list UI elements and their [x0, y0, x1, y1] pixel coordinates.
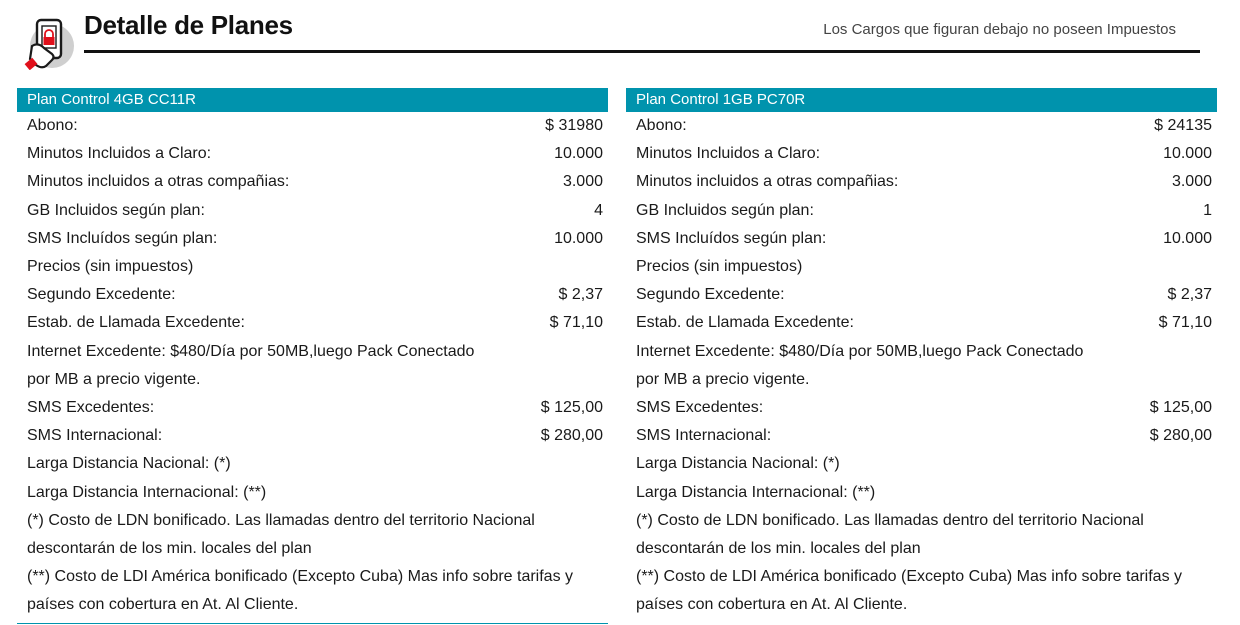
row-label: Larga Distancia Internacional: (**): [27, 483, 267, 501]
row-sms-excess: SMS Excedentes: $ 125,00: [17, 394, 608, 422]
row-ldi: Larga Distancia Internacional: (**): [17, 478, 608, 506]
row-value: 10.000: [1163, 229, 1212, 247]
row-label: Larga Distancia Nacional: (*): [636, 455, 840, 473]
row-label: Larga Distancia Nacional: (*): [27, 455, 231, 473]
phone-hand-icon: [24, 16, 76, 71]
ldn-footnote: (*) Costo de LDN bonificado. Las llamada…: [17, 507, 608, 563]
row-label: SMS Incluídos según plan:: [636, 229, 827, 247]
row-second-excess: Segundo Excedente: $ 2,37: [17, 281, 608, 309]
row-label: SMS Excedentes:: [636, 399, 764, 416]
row-prices-heading: Precios (sin impuestos): [17, 253, 608, 281]
row-gb: GB Incluidos según plan: 1: [626, 197, 1217, 225]
row-value: $ 125,00: [1149, 399, 1212, 416]
row-value: $ 71,10: [549, 314, 603, 332]
row-value: 1: [1203, 201, 1212, 219]
note-line: descontarán de los min. locales del plan: [636, 539, 921, 557]
row-label: Larga Distancia Internacional: (**): [636, 483, 876, 501]
note-line: Internet Excedente: $480/Día por 50MB,lu…: [27, 342, 475, 360]
row-value: $ 280,00: [1149, 427, 1212, 445]
row-value: 10.000: [554, 145, 603, 163]
row-value: $ 2,37: [1167, 286, 1212, 304]
row-label: GB Incluidos según plan:: [636, 201, 814, 219]
row-value: 3.000: [562, 173, 603, 191]
bottom-divider: [17, 623, 608, 624]
row-value: $ 125,00: [540, 399, 603, 416]
row-label: Minutos incluidos a otras compañias:: [27, 173, 290, 191]
row-label: GB Incluidos según plan:: [27, 201, 205, 219]
row-value: $ 31980: [545, 117, 603, 135]
row-label: Estab. de Llamada Excedente:: [636, 314, 854, 332]
plan-name: Plan Control 4GB CC11R: [17, 88, 608, 112]
row-label: Precios (sin impuestos): [636, 258, 803, 276]
row-minutes-other: Minutos incluidos a otras compañias: 3.00…: [626, 168, 1217, 196]
row-label: Estab. de Llamada Excedente:: [27, 314, 245, 332]
row-label: SMS Excedentes:: [27, 399, 155, 416]
row-value: $ 71,10: [1158, 314, 1212, 332]
row-call-setup: Estab. de Llamada Excedente: $ 71,10: [17, 309, 608, 337]
row-minutes-other: Minutos incluidos a otras compañias: 3.00…: [17, 168, 608, 196]
note-line: por MB a precio vigente.: [27, 370, 201, 388]
title-divider: [84, 50, 1200, 53]
row-label: Minutos Incluidos a Claro:: [27, 145, 212, 163]
plan-card: Plan Control 4GB CC11R Abono: $ 31980 Min…: [17, 88, 608, 619]
note-line: Internet Excedente: $480/Día por 50MB,lu…: [636, 342, 1084, 360]
row-minutes-claro: Minutos Incluidos a Claro: 10.000: [17, 140, 608, 168]
row-sms: SMS Incluídos según plan: 10.000: [626, 225, 1217, 253]
ldn-footnote: (*) Costo de LDN bonificado. Las llamada…: [626, 507, 1217, 563]
note-line: descontarán de los min. locales del plan: [27, 539, 312, 557]
row-sms: SMS Incluídos según plan: 10.000: [17, 225, 608, 253]
row-label: Precios (sin impuestos): [27, 258, 194, 276]
row-value: $ 280,00: [540, 427, 603, 445]
row-label: SMS Internacional:: [27, 427, 163, 445]
note-line: (**) Costo de LDI América bonificado (Ex…: [636, 568, 1183, 586]
row-gb: GB Incluidos según plan: 4: [17, 197, 608, 225]
row-ldn: Larga Distancia Nacional: (*): [17, 450, 608, 478]
row-value: 3.000: [1171, 173, 1212, 191]
row-abono: Abono: $ 24135: [626, 112, 1217, 140]
row-minutes-claro: Minutos Incluidos a Claro: 10.000: [626, 140, 1217, 168]
row-second-excess: Segundo Excedente: $ 2,37: [626, 281, 1217, 309]
row-label: Abono:: [636, 117, 687, 135]
ldi-footnote: (**) Costo de LDI América bonificado (Ex…: [626, 563, 1217, 619]
row-prices-heading: Precios (sin impuestos): [626, 253, 1217, 281]
note-line: (*) Costo de LDN bonificado. Las llamada…: [636, 511, 1144, 529]
note-line: por MB a precio vigente.: [636, 370, 810, 388]
row-label: SMS Incluídos según plan:: [27, 229, 218, 247]
row-ldn: Larga Distancia Nacional: (*): [626, 450, 1217, 478]
row-value: 10.000: [554, 229, 603, 247]
row-label: Minutos incluidos a otras compañias:: [636, 173, 899, 191]
row-label: Minutos Incluidos a Claro:: [636, 145, 821, 163]
tax-note: Los Cargos que figuran debajo no poseen …: [823, 21, 1176, 38]
row-label: Segundo Excedente:: [27, 286, 176, 304]
ldi-footnote: (**) Costo de LDI América bonificado (Ex…: [17, 563, 608, 619]
row-label: Segundo Excedente:: [636, 286, 785, 304]
internet-excess-note: Internet Excedente: $480/Día por 50MB,lu…: [626, 338, 1217, 394]
row-value: 4: [594, 201, 603, 219]
row-ldi: Larga Distancia Internacional: (**): [626, 478, 1217, 506]
row-sms-international: SMS Internacional: $ 280,00: [17, 422, 608, 450]
plan-name: Plan Control 1GB PC70R: [626, 88, 1217, 112]
note-line: países con cobertura en At. Al Cliente.: [636, 596, 908, 614]
internet-excess-note: Internet Excedente: $480/Día por 50MB,lu…: [17, 338, 608, 394]
plan-card: Plan Control 1GB PC70R Abono: $ 24135 Min…: [626, 88, 1217, 619]
row-label: Abono:: [27, 117, 78, 135]
page-title: Detalle de Planes: [84, 10, 293, 40]
row-abono: Abono: $ 31980: [17, 112, 608, 140]
note-line: (**) Costo de LDI América bonificado (Ex…: [27, 568, 574, 586]
row-value: 10.000: [1163, 145, 1212, 163]
row-value: $ 2,37: [558, 286, 603, 304]
row-sms-international: SMS Internacional: $ 280,00: [626, 422, 1217, 450]
row-value: $ 24135: [1154, 117, 1212, 135]
row-call-setup: Estab. de Llamada Excedente: $ 71,10: [626, 309, 1217, 337]
row-sms-excess: SMS Excedentes: $ 125,00: [626, 394, 1217, 422]
note-line: (*) Costo de LDN bonificado. Las llamada…: [27, 511, 535, 529]
note-line: países con cobertura en At. Al Cliente.: [27, 596, 299, 614]
row-label: SMS Internacional:: [636, 427, 772, 445]
